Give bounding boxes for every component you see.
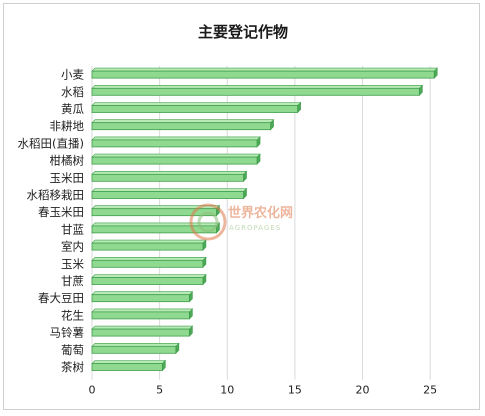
- bar-7: [91, 187, 248, 200]
- bar-5: [91, 153, 261, 165]
- x-tick-label-4: 20: [356, 384, 370, 397]
- bar-front-5: [91, 156, 258, 165]
- bar-9: [91, 222, 221, 234]
- bar-top-12: [91, 274, 207, 278]
- bar-front-16: [91, 345, 177, 354]
- category-label-8: 春玉米田: [38, 205, 84, 219]
- bar-top-7: [91, 188, 248, 192]
- chart-title: 主要登记作物: [198, 23, 288, 41]
- bar-16: [91, 342, 180, 355]
- category-label-0: 小麦: [61, 68, 84, 82]
- bars: [91, 67, 438, 372]
- watermark-subtext: AGROPAGES: [229, 224, 281, 232]
- category-label-7: 水稻移栽田: [27, 188, 85, 202]
- bar-14: [91, 308, 194, 320]
- bar-2: [91, 101, 302, 114]
- bar-13: [91, 290, 194, 303]
- watermark-text: 世界农化网: [228, 205, 293, 221]
- bar-front-10: [91, 242, 204, 251]
- category-label-4: 水稻田(直播): [18, 136, 84, 150]
- category-label-15: 马铃薯: [50, 326, 85, 340]
- bar-front-4: [91, 139, 258, 148]
- bar-front-0: [91, 70, 435, 79]
- bar-15: [91, 325, 194, 337]
- category-label-17: 茶树: [61, 360, 84, 374]
- watermark-logo: 世界农化网 AGROPAGES: [189, 203, 293, 241]
- bar-front-8: [91, 208, 217, 217]
- bar-4: [91, 136, 261, 148]
- bar-top-3: [91, 119, 275, 123]
- bar-front-2: [91, 105, 299, 113]
- category-label-5: 柑橘树: [50, 154, 85, 168]
- category-label-16: 葡萄: [61, 343, 84, 357]
- bar-1: [91, 84, 424, 97]
- bar-top-16: [91, 342, 180, 347]
- bar-top-11: [91, 256, 207, 261]
- bar-front-17: [91, 363, 163, 371]
- x-tick-label-1: 5: [156, 384, 163, 397]
- category-label-9: 甘蓝: [61, 222, 84, 236]
- category-label-2: 黄瓜: [61, 102, 84, 116]
- bar-front-12: [91, 277, 204, 285]
- bar-top-13: [91, 291, 194, 296]
- bar-0: [91, 67, 438, 79]
- bar-front-6: [91, 173, 244, 182]
- bar-front-9: [91, 225, 217, 234]
- bar-top-14: [91, 308, 194, 313]
- x-tick-label-0: 0: [89, 384, 96, 397]
- bar-top-0: [91, 67, 438, 72]
- bar-12: [91, 273, 207, 286]
- category-label-10: 室内: [61, 240, 84, 254]
- x-tick-label-2: 10: [220, 384, 234, 397]
- bar-top-10: [91, 239, 207, 244]
- category-label-11: 玉米: [61, 257, 84, 271]
- bar-front-11: [91, 259, 204, 268]
- bar-front-14: [91, 311, 190, 320]
- bar-top-2: [91, 102, 302, 106]
- bar-front-15: [91, 328, 190, 337]
- bar-17: [91, 359, 167, 372]
- bar-top-4: [91, 136, 261, 141]
- x-tick-label-3: 15: [288, 384, 302, 397]
- bar-10: [91, 239, 207, 251]
- category-label-1: 水稻: [61, 85, 84, 99]
- bar-front-7: [91, 191, 244, 199]
- bar-front-13: [91, 294, 190, 303]
- bar-front-3: [91, 122, 271, 131]
- bar-top-15: [91, 325, 194, 330]
- x-tick-labels: 0 5 10 15 20 25: [89, 384, 438, 397]
- bar-top-6: [91, 171, 248, 175]
- bar-top-1: [91, 85, 424, 89]
- bar-8: [91, 204, 221, 217]
- bar-6: [91, 170, 248, 183]
- bar-front-1: [91, 87, 420, 96]
- category-label-14: 花生: [61, 308, 84, 322]
- bar-3: [91, 118, 275, 131]
- x-tick-label-5: 25: [423, 384, 437, 397]
- bar-top-5: [91, 153, 261, 158]
- category-label-12: 甘蔗: [61, 274, 84, 288]
- bar-11: [91, 256, 207, 269]
- category-label-3: 非耕地: [50, 119, 85, 133]
- bar-top-17: [91, 360, 167, 364]
- category-label-6: 玉米田: [50, 171, 85, 185]
- category-label-13: 春大豆田: [38, 291, 84, 305]
